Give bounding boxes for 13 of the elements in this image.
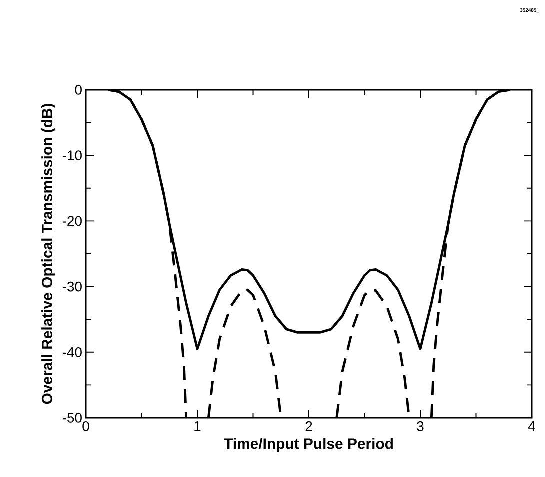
y-tick-label: -40 bbox=[62, 347, 82, 358]
y-tick-label: 0 bbox=[75, 85, 82, 95]
x-tick-label: 1 bbox=[194, 422, 201, 432]
x-tick-label: 4 bbox=[528, 422, 536, 432]
y-tick-label: -50 bbox=[62, 413, 82, 423]
y-tick-label: -30 bbox=[62, 282, 82, 292]
y-tick-label: -10 bbox=[62, 150, 82, 161]
y-axis-title: Overall Relative Optical Transmission (dB) bbox=[42, 104, 56, 404]
y-tick-label: -20 bbox=[62, 216, 82, 226]
x-tick-label: 2 bbox=[306, 421, 312, 432]
x-tick-label: 3 bbox=[417, 421, 424, 432]
x-axis-title: Time/Input Pulse Period bbox=[224, 438, 393, 452]
x-tick-label: 0 bbox=[82, 421, 90, 432]
